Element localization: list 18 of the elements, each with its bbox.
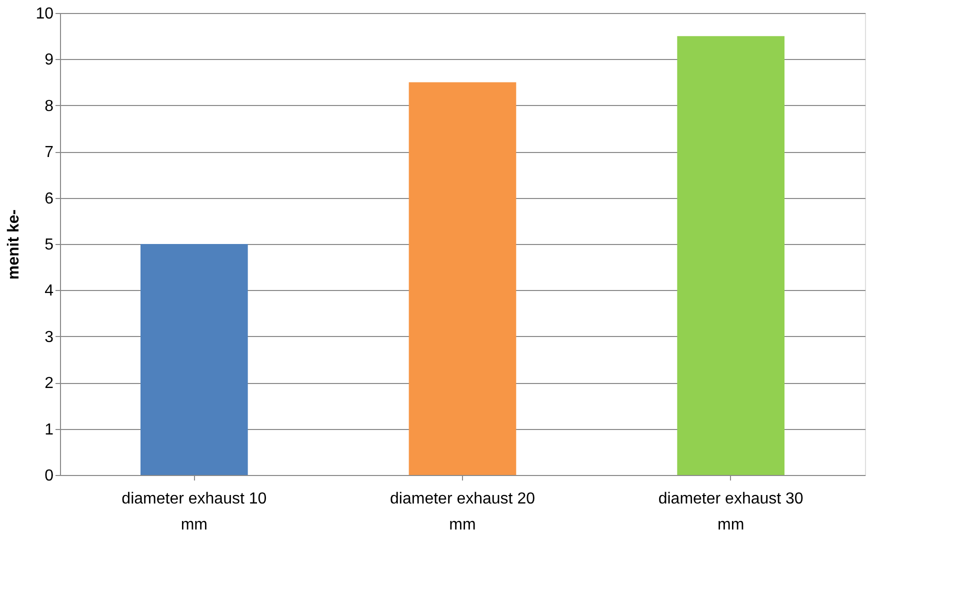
y-tick-label: 9	[44, 52, 54, 69]
x-tick-label: diameter exhaust 10 mm	[122, 490, 267, 534]
y-tick-label: 10	[36, 6, 54, 22]
y-tick-label: 5	[44, 236, 54, 254]
x-tick-label: diameter exhaust 30 mm	[658, 490, 804, 534]
y-axis-title: menit ke-	[6, 209, 23, 280]
x-tick-label: diameter exhaust 20 mm	[390, 490, 536, 534]
y-tick-label: 7	[44, 144, 54, 162]
bar	[408, 82, 516, 475]
y-tick-label: 6	[44, 190, 54, 208]
y-tick-label: 4	[44, 282, 54, 300]
y-tick-label: 3	[44, 328, 54, 346]
bar	[140, 244, 248, 475]
bar	[677, 36, 784, 475]
y-tick-label: 1	[44, 421, 54, 438]
y-tick-label: 2	[44, 375, 54, 392]
y-tick-label: 0	[44, 468, 54, 484]
y-tick-label: 8	[44, 98, 54, 115]
